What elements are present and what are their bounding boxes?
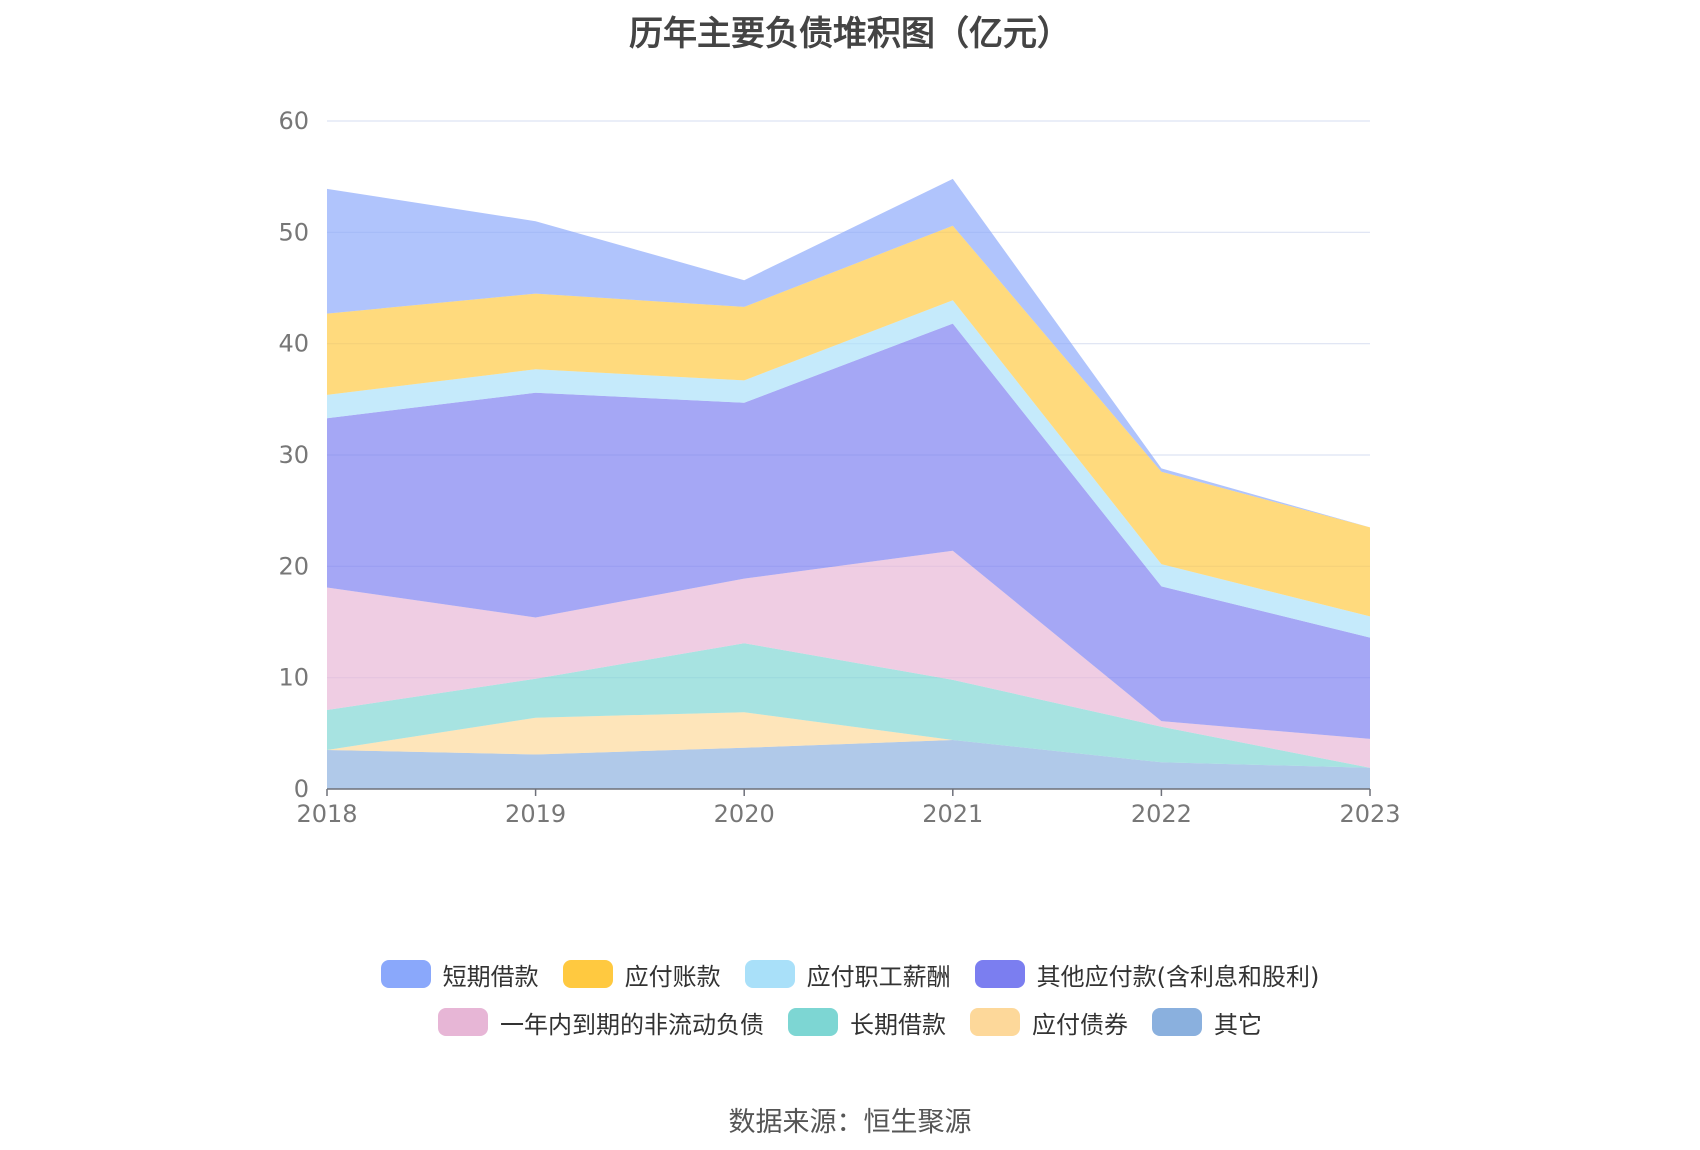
area-series-2 [327,643,1370,768]
legend-label: 长期借款 [850,1010,946,1039]
legend-swatch [970,1008,1020,1036]
legend-label: 其它 [1214,1010,1262,1039]
y-tick-label: 40 [278,330,309,358]
x-tick-label: 2020 [714,800,775,828]
x-tick-label: 2019 [505,800,566,828]
y-tick-label: 50 [278,218,309,246]
y-tick-label: 30 [278,441,309,469]
source-note: 数据来源：恒生聚源 [728,1107,972,1138]
legend-item[interactable]: 应付职工薪酬 [744,957,951,992]
stacked-area-chart: 2018 2019 2020 2021 2022 2023 0 10 20 30 40 50 60 [278,107,1400,828]
y-tick-label: 10 [278,664,309,692]
axes: 2018 2019 2020 2021 2022 2023 0 10 20 30 40 50 60 [278,107,1400,828]
area-series [327,178,1370,789]
legend-label: 应付账款 [624,962,721,991]
legend-label: 一年内到期的非流动负债 [500,1010,764,1039]
legend-swatch [1152,1008,1202,1036]
legend-swatch [562,960,613,988]
legend-item[interactable]: 其它 [1152,1005,1262,1040]
area-series-6 [327,225,1370,617]
legend-label: 短期借款 [442,962,539,991]
legend-swatch [974,960,1025,988]
legend: 短期借款 应付账款 应付职工薪酬 其他应付款(含利息和股利) 一年内到期的非流动负债 长期… [0,950,1700,1046]
legend-label: 应付职工薪酬 [806,962,951,991]
chart-title: 历年主要负债堆积图（亿元） [629,14,1071,54]
x-tick-label: 2023 [1339,800,1400,828]
legend-row: 短期借款 应付账款 应付职工薪酬 其他应付款(含利息和股利) [0,950,1700,998]
area-series-3 [327,550,1370,768]
legend-swatch [788,1008,838,1036]
area-series-7 [327,178,1370,528]
x-tick-label: 2021 [922,800,983,828]
legend-item[interactable]: 短期借款 [380,957,539,992]
area-series-0 [327,740,1370,789]
legend-label: 应付债券 [1032,1010,1128,1039]
x-tick-label: 2018 [296,800,357,828]
legend-swatch [438,1008,488,1036]
y-tick-label: 0 [294,775,309,803]
legend-item[interactable]: 长期借款 [788,1005,946,1040]
legend-item[interactable]: 应付账款 [562,957,721,992]
legend-swatch [744,960,795,988]
y-tick-label: 60 [278,107,309,135]
legend-item[interactable]: 一年内到期的非流动负债 [438,1005,764,1040]
legend-label: 其他应付款(含利息和股利) [1036,962,1320,991]
legend-swatch [380,960,431,988]
area-series-4 [327,323,1370,739]
area-series-1 [327,712,1370,768]
legend-row: 一年内到期的非流动负债 长期借款 应付债券 其它 [0,998,1700,1046]
legend-item[interactable]: 应付债券 [970,1005,1128,1040]
x-tick-label: 2022 [1131,800,1192,828]
area-series-5 [327,300,1370,638]
legend-item[interactable]: 其他应付款(含利息和股利) [974,957,1320,992]
y-tick-label: 20 [278,552,309,580]
